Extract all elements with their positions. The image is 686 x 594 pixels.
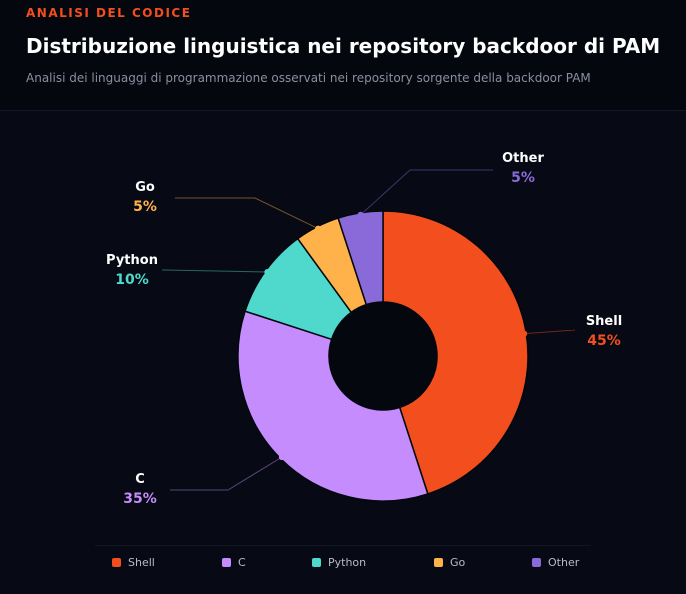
legend-label-go: Go xyxy=(450,556,466,569)
legend-divider xyxy=(95,545,591,546)
leader-line-c xyxy=(170,456,283,491)
legend-item-other[interactable]: Other xyxy=(532,556,579,569)
legend-swatch-c xyxy=(222,558,231,567)
label-name-c: C xyxy=(135,472,145,487)
leader-dot-c xyxy=(278,454,285,461)
label-name-shell: Shell xyxy=(586,314,622,329)
label-value-other: 5% xyxy=(511,170,535,186)
header-divider xyxy=(0,110,686,111)
label-value-shell: 45% xyxy=(587,333,621,349)
label-name-other: Other xyxy=(502,151,544,166)
legend-item-shell[interactable]: Shell xyxy=(112,556,155,569)
chart-title: Distribuzione linguistica nei repository… xyxy=(26,34,661,58)
leader-line-other xyxy=(360,169,493,216)
legend-item-go[interactable]: Go xyxy=(434,556,465,569)
legend-swatch-shell xyxy=(112,558,121,567)
leader-line-shell xyxy=(524,329,576,335)
leader-dot-other xyxy=(357,211,364,218)
legend-label-python: Python xyxy=(328,556,367,569)
chart-subtitle: Analisi dei linguaggi di programmazione … xyxy=(26,71,591,85)
legend-swatch-go xyxy=(434,558,443,567)
leader-dot-python xyxy=(264,268,271,275)
leader-line-python xyxy=(162,269,268,273)
chart-legend: Shell C Python Go Other xyxy=(0,556,686,578)
legend-item-python[interactable]: Python xyxy=(312,556,366,569)
label-name-python: Python xyxy=(106,253,158,268)
eyebrow-label: ANALISI DEL CODICE xyxy=(26,6,192,20)
leader-line-go xyxy=(175,197,319,230)
legend-swatch-other xyxy=(532,558,541,567)
legend-label-c: C xyxy=(238,556,246,569)
leader-dot-shell xyxy=(521,330,528,337)
legend-swatch-python xyxy=(312,558,321,567)
legend-label-shell: Shell xyxy=(128,556,155,569)
legend-label-other: Other xyxy=(548,556,580,569)
leader-dot-go xyxy=(315,225,322,232)
label-value-c: 35% xyxy=(123,491,157,507)
label-value-python: 10% xyxy=(115,272,149,288)
label-name-go: Go xyxy=(135,180,155,195)
donut-hole xyxy=(329,302,437,410)
label-value-go: 5% xyxy=(133,199,157,215)
legend-item-c[interactable]: C xyxy=(222,556,246,569)
